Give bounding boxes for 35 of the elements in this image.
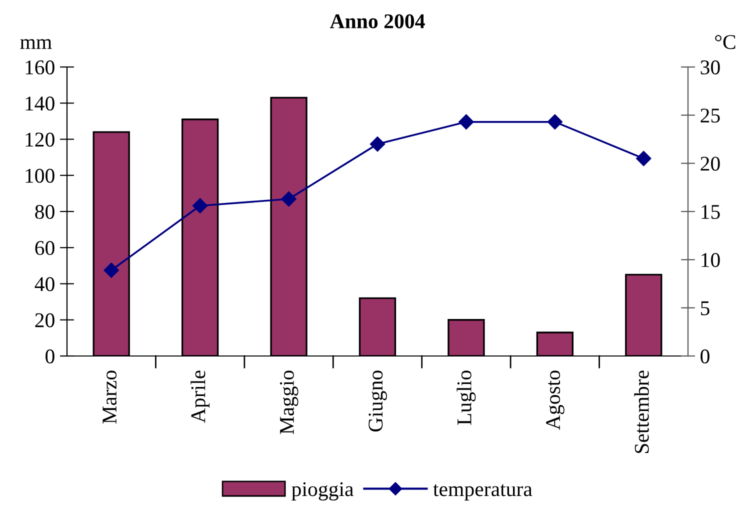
y-tick-label: 160: [26, 60, 54, 74]
y2-tick-label: 10: [702, 253, 720, 268]
y2-tick-label: 20: [700, 156, 720, 171]
y2-tick-label: 30: [700, 60, 720, 74]
point: [458, 114, 474, 130]
y2-tick-label: 0: [700, 349, 710, 364]
point: [104, 262, 119, 278]
legend-label: pioggia: [292, 482, 354, 500]
x-tick-label: Agosto: [546, 370, 564, 430]
y2-tick-label: 5: [701, 301, 710, 316]
y-tick-label: 100: [26, 168, 54, 183]
point: [547, 114, 562, 130]
legend-label: temperatura: [433, 484, 532, 500]
x-tick-label: Luglio: [456, 370, 476, 425]
y2-tick-label: 15: [702, 204, 720, 219]
y-tick-label: 60: [35, 241, 54, 256]
y2-axis-title: °C: [715, 35, 736, 50]
y-tick-label: 20: [35, 313, 54, 328]
point: [636, 150, 652, 166]
y-tick-label: 140: [26, 96, 54, 111]
chart-title: Anno 2004: [330, 14, 425, 28]
y-tick-label: 120: [26, 132, 54, 147]
x-tick-label: Maggio: [280, 370, 298, 434]
point: [281, 191, 296, 207]
x-tick-label: Settembre: [634, 370, 649, 453]
x-tick-label: Aprile: [190, 370, 210, 423]
y2-tick-label: 25: [700, 108, 720, 123]
point: [192, 198, 208, 214]
y-axis-title: mm: [20, 39, 52, 49]
y-tick-label: 80: [35, 204, 54, 219]
point: [370, 136, 386, 152]
x-tick-label: Marzo: [102, 370, 117, 424]
y-tick-label: 0: [46, 349, 54, 364]
x-tick-label: Giugno: [368, 370, 387, 432]
y-tick-label: 40: [34, 277, 54, 292]
